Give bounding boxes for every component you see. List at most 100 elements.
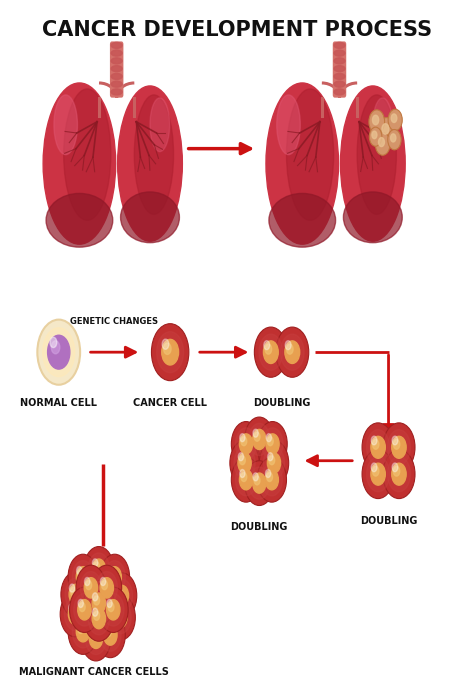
Circle shape [76,565,106,611]
Circle shape [117,588,123,597]
Circle shape [265,344,272,354]
Circle shape [68,604,82,624]
Circle shape [111,579,133,612]
Circle shape [108,566,114,575]
Circle shape [60,592,90,637]
Circle shape [96,572,118,604]
Circle shape [94,611,100,620]
Circle shape [391,114,397,122]
Circle shape [249,467,270,499]
Circle shape [37,319,80,384]
Circle shape [92,593,98,601]
Circle shape [231,458,261,502]
Circle shape [50,337,57,347]
Circle shape [240,469,245,477]
Ellipse shape [64,89,111,220]
Circle shape [286,344,293,354]
Circle shape [261,464,283,496]
Circle shape [105,628,111,637]
Circle shape [262,428,283,460]
Circle shape [371,436,377,445]
Circle shape [104,561,126,593]
Text: GENETIC CHANGES: GENETIC CHANGES [71,317,158,326]
Circle shape [239,470,253,490]
Circle shape [362,423,394,472]
Circle shape [92,593,106,614]
Circle shape [78,570,84,579]
Circle shape [106,595,136,640]
Circle shape [253,429,258,437]
Circle shape [70,587,100,633]
Circle shape [253,473,258,481]
Circle shape [78,624,84,633]
Ellipse shape [340,86,405,241]
Circle shape [86,581,91,590]
Circle shape [85,622,107,655]
Circle shape [89,628,103,648]
Circle shape [104,624,109,633]
Circle shape [104,624,117,645]
Circle shape [236,428,256,460]
Circle shape [88,602,109,635]
Circle shape [90,628,95,636]
Circle shape [267,473,273,482]
Circle shape [80,572,101,604]
Circle shape [372,131,377,139]
Circle shape [76,622,90,642]
Circle shape [383,423,415,472]
Circle shape [238,453,251,473]
Circle shape [245,417,274,462]
Circle shape [98,587,128,633]
Circle shape [375,133,390,155]
Circle shape [240,434,245,442]
Circle shape [164,343,171,354]
Circle shape [241,473,247,482]
Circle shape [371,436,385,458]
Circle shape [264,341,278,363]
Circle shape [69,604,74,612]
FancyBboxPatch shape [334,42,346,97]
Circle shape [84,578,98,598]
Ellipse shape [111,89,122,95]
Circle shape [78,599,83,607]
Circle shape [264,341,270,350]
Circle shape [102,594,124,626]
Circle shape [382,124,389,134]
Text: DOUBLING: DOUBLING [230,522,288,531]
Circle shape [254,476,260,485]
Circle shape [151,324,189,381]
Circle shape [108,603,114,611]
Circle shape [74,594,95,626]
Circle shape [101,581,108,590]
Circle shape [387,457,410,492]
Circle shape [281,334,304,370]
Circle shape [95,612,125,657]
Circle shape [393,440,400,449]
Circle shape [51,341,60,354]
Circle shape [70,607,76,616]
Text: CANCER CELL: CANCER CELL [133,398,207,408]
Ellipse shape [111,42,122,49]
Circle shape [94,562,100,571]
Ellipse shape [43,83,116,244]
Circle shape [61,572,91,617]
Circle shape [162,339,179,365]
Ellipse shape [344,192,402,243]
Circle shape [100,554,129,600]
Circle shape [371,463,385,485]
Circle shape [239,434,253,454]
Circle shape [269,456,275,464]
Circle shape [267,453,281,473]
Circle shape [369,110,384,133]
Circle shape [245,461,274,505]
Circle shape [231,421,261,466]
Circle shape [285,341,300,363]
Ellipse shape [334,89,345,95]
Circle shape [392,463,398,472]
Circle shape [72,616,94,648]
Circle shape [107,573,137,618]
Circle shape [65,578,87,611]
Circle shape [285,341,291,350]
Circle shape [236,464,256,496]
Circle shape [392,463,406,485]
